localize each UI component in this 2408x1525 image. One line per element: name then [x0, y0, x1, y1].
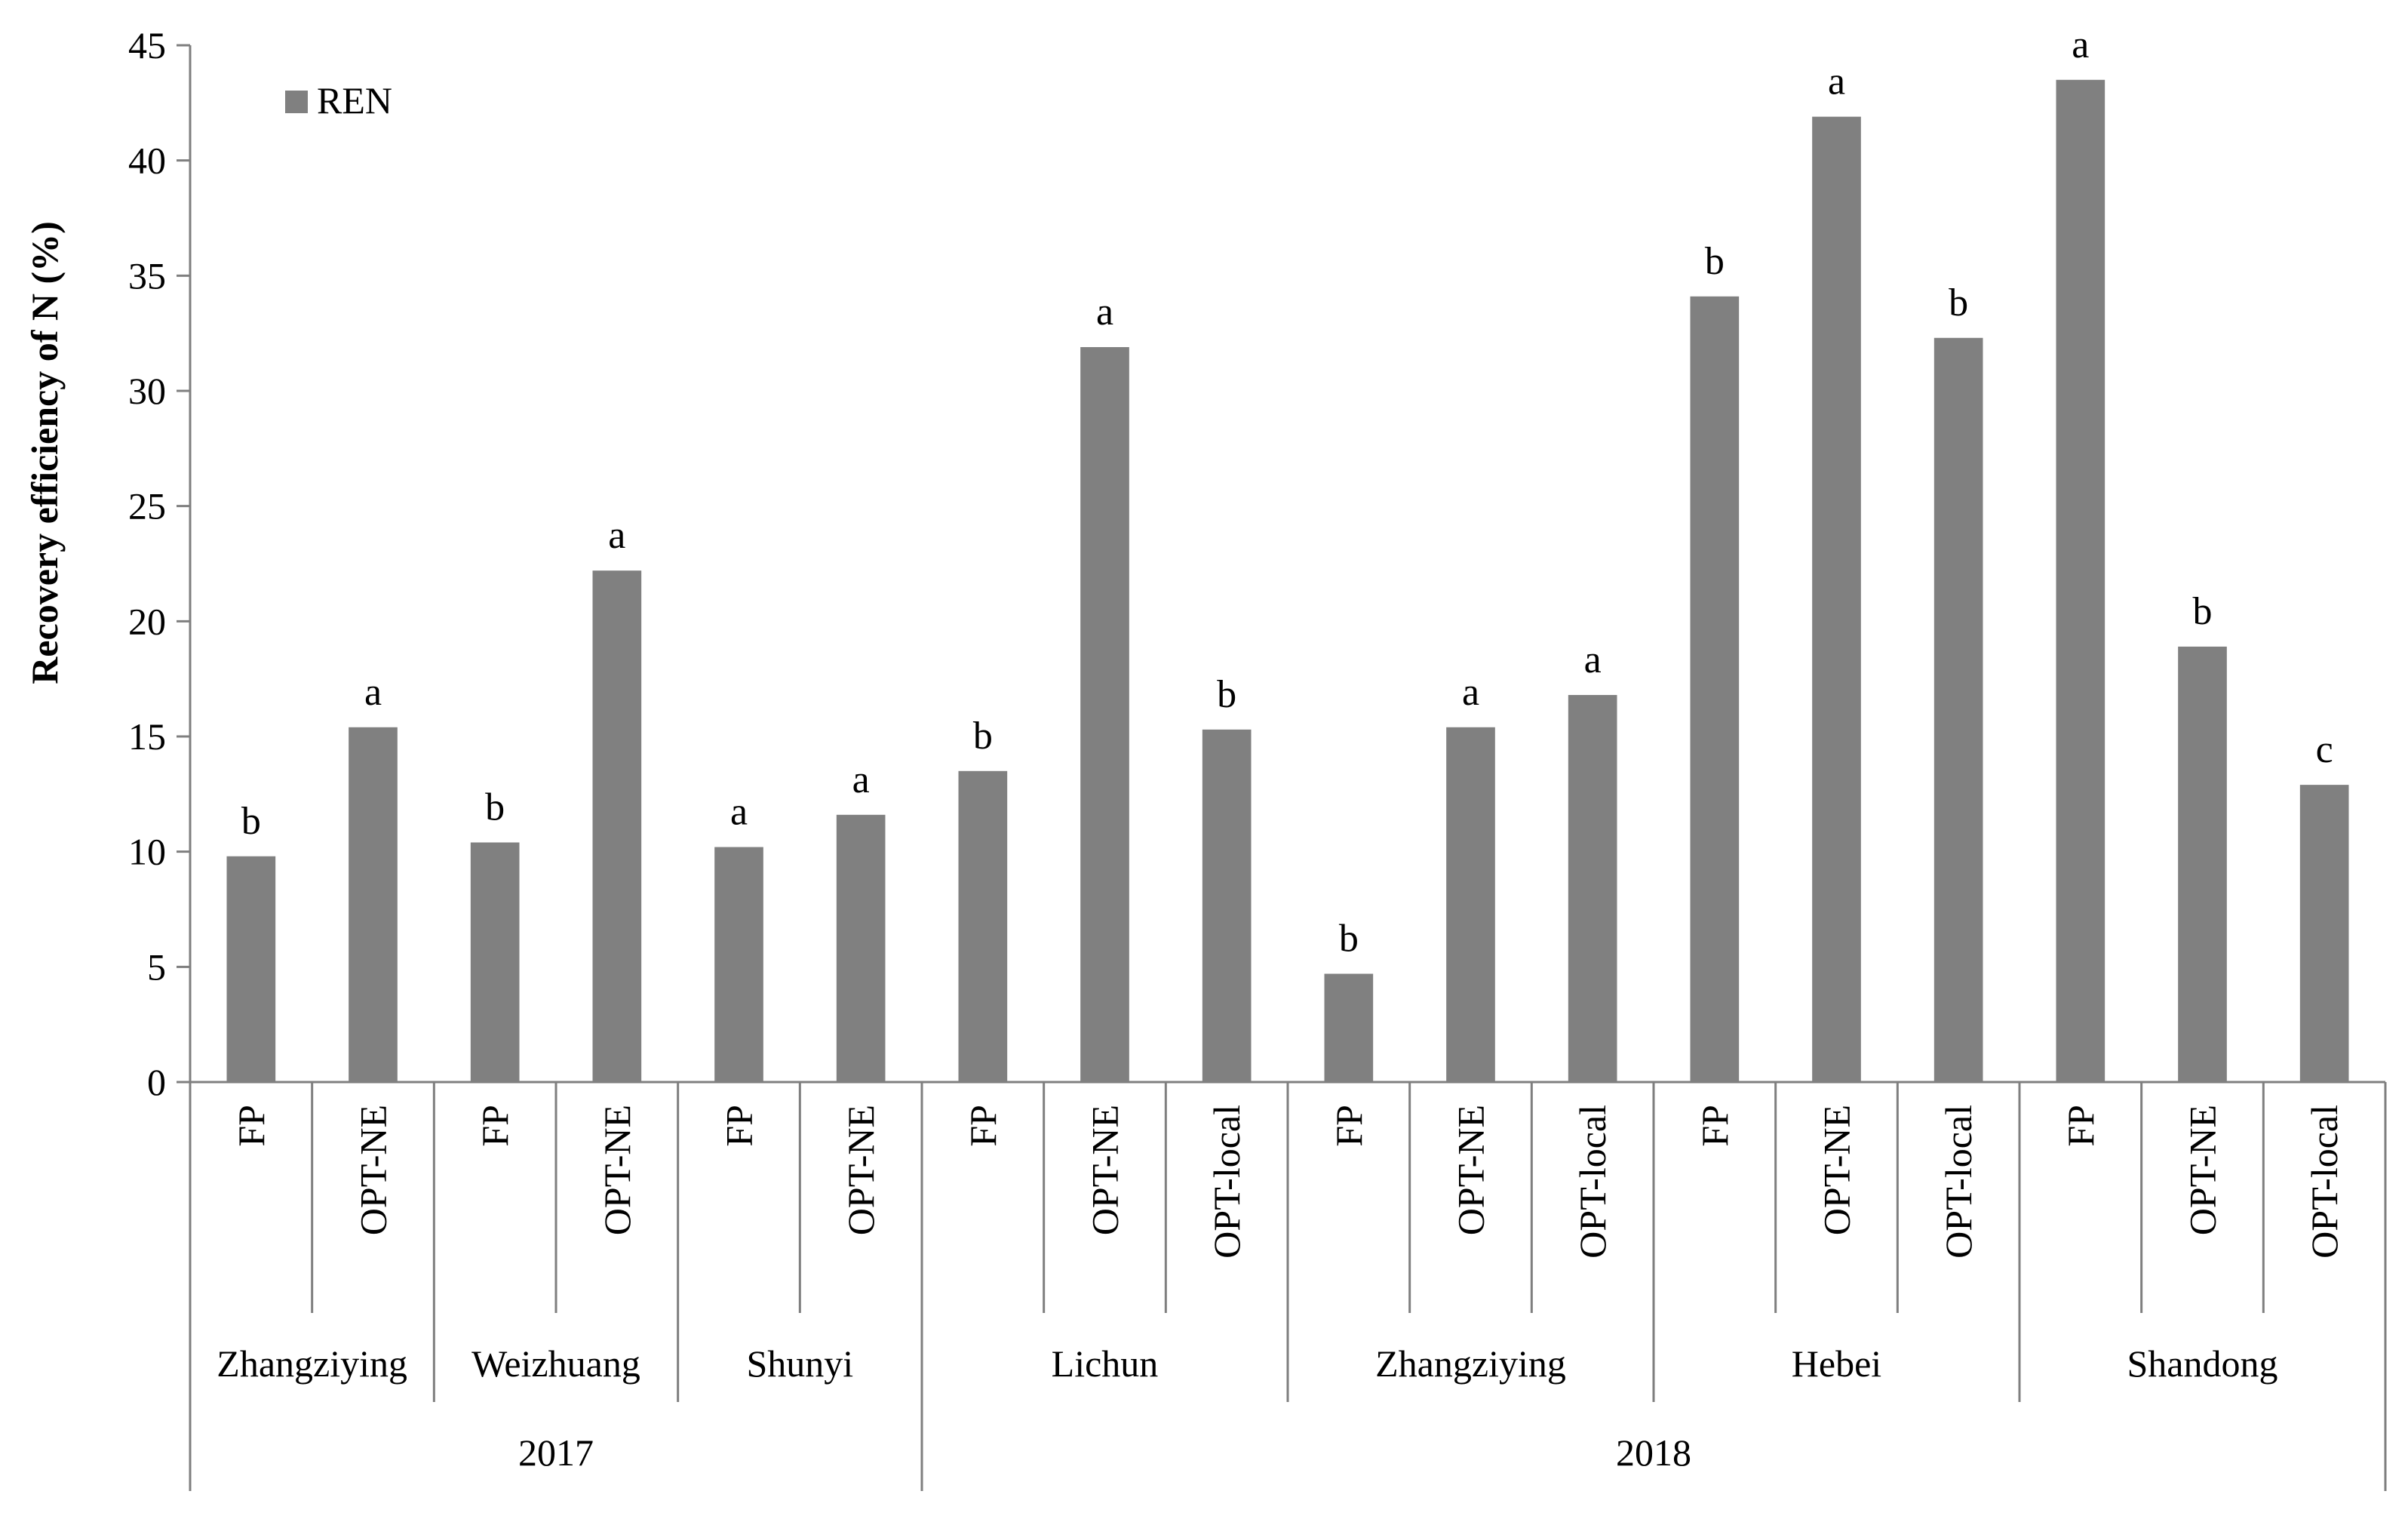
- bar: [958, 770, 1008, 1082]
- significance-letter: a: [608, 514, 625, 557]
- significance-letter: b: [241, 800, 261, 843]
- category-label: FP: [230, 1105, 272, 1147]
- significance-letter: a: [2072, 23, 2089, 66]
- bar: [2299, 785, 2349, 1082]
- category-label: FP: [1694, 1105, 1736, 1147]
- bar: [1080, 346, 1129, 1082]
- significance-letter: b: [2193, 590, 2213, 633]
- bar: [2056, 79, 2105, 1082]
- bar: [349, 727, 398, 1082]
- significance-letter: a: [1096, 291, 1113, 334]
- significance-letter: b: [1339, 917, 1359, 960]
- bar: [1933, 337, 1983, 1083]
- category-label: OPT-local: [1571, 1105, 1614, 1259]
- y-tick-label: 30: [128, 370, 166, 412]
- site-label: Hebei: [1792, 1342, 1881, 1385]
- significance-letter: b: [1217, 673, 1236, 716]
- category-label: FP: [962, 1105, 1004, 1147]
- significance-letter: a: [852, 758, 870, 801]
- site-label: Zhangziying: [217, 1342, 407, 1385]
- category-label: OPT-NE: [352, 1105, 395, 1235]
- bar: [2178, 646, 2227, 1082]
- site-label: Lichun: [1052, 1342, 1159, 1385]
- y-tick-label: 20: [128, 600, 166, 642]
- bar: [592, 570, 642, 1082]
- category-label: OPT-NE: [1816, 1105, 1858, 1235]
- bar: [1812, 116, 1861, 1083]
- category-axis: FP OPT-NE FP OPT-NE FP OPT-NE FP OPT-NE OPT-loca…: [189, 1082, 2387, 1491]
- significance-letter: b: [1949, 281, 1968, 324]
- bars: [226, 79, 2349, 1083]
- significance-letter: c: [2316, 728, 2333, 771]
- significance-letter: a: [1462, 671, 1479, 714]
- category-label: FP: [474, 1105, 516, 1147]
- significance-letter: b: [485, 786, 505, 829]
- y-tick-label: 15: [128, 715, 166, 758]
- category-label: OPT-NE: [1084, 1105, 1126, 1235]
- legend: REN: [285, 79, 392, 121]
- y-tick-label: 10: [128, 831, 166, 873]
- category-label: FP: [718, 1105, 760, 1147]
- site-label: Shunyi: [746, 1342, 853, 1385]
- bar: [1202, 729, 1252, 1082]
- site-label: Zhangziying: [1375, 1342, 1566, 1385]
- y-tick-label: 0: [147, 1061, 166, 1103]
- legend-swatch: [285, 91, 308, 113]
- bar: [714, 847, 763, 1082]
- y-tick-label: 45: [128, 24, 166, 66]
- y-tick-label: 5: [147, 945, 166, 988]
- category-label: OPT-NE: [2182, 1105, 2224, 1235]
- significance-letter: a: [730, 791, 748, 834]
- category-label: OPT-local: [1206, 1105, 1248, 1259]
- category-label: OPT-NE: [596, 1105, 638, 1235]
- y-tick-labels: 0 5 10 15 20 25 30 35 40 45: [128, 24, 166, 1103]
- site-label: Weizhuang: [471, 1342, 640, 1385]
- site-label: Shandong: [2127, 1342, 2278, 1385]
- bar: [1568, 695, 1617, 1082]
- category-label: OPT-NE: [1450, 1105, 1492, 1235]
- year-label: 2017: [518, 1431, 594, 1474]
- bar: [1446, 727, 1495, 1082]
- category-label: OPT-NE: [840, 1105, 882, 1235]
- significance-letter: b: [973, 715, 993, 758]
- category-label: FP: [2059, 1105, 2102, 1147]
- significance-labels: b a b a a a b a b b a a b a b a b c: [241, 23, 2333, 961]
- category-label: OPT-local: [2303, 1105, 2345, 1259]
- year-label: 2018: [1616, 1431, 1691, 1474]
- bar: [836, 814, 886, 1082]
- bar: [1324, 973, 1374, 1082]
- category-label: FP: [1328, 1105, 1370, 1147]
- significance-letter: a: [1828, 60, 1845, 103]
- y-tick-label: 40: [128, 140, 166, 182]
- bar: [470, 842, 520, 1082]
- bar: [1690, 296, 1740, 1082]
- category-label: OPT-local: [1937, 1105, 1980, 1259]
- y-axis-label: Recovery efficiency of N (%): [23, 221, 66, 684]
- bar: [226, 856, 276, 1082]
- y-tick-label: 25: [128, 485, 166, 527]
- legend-label: REN: [317, 79, 392, 121]
- significance-letter: a: [364, 671, 382, 714]
- significance-letter: a: [1584, 638, 1602, 681]
- significance-letter: b: [1705, 240, 1725, 283]
- y-tick-label: 35: [128, 254, 166, 297]
